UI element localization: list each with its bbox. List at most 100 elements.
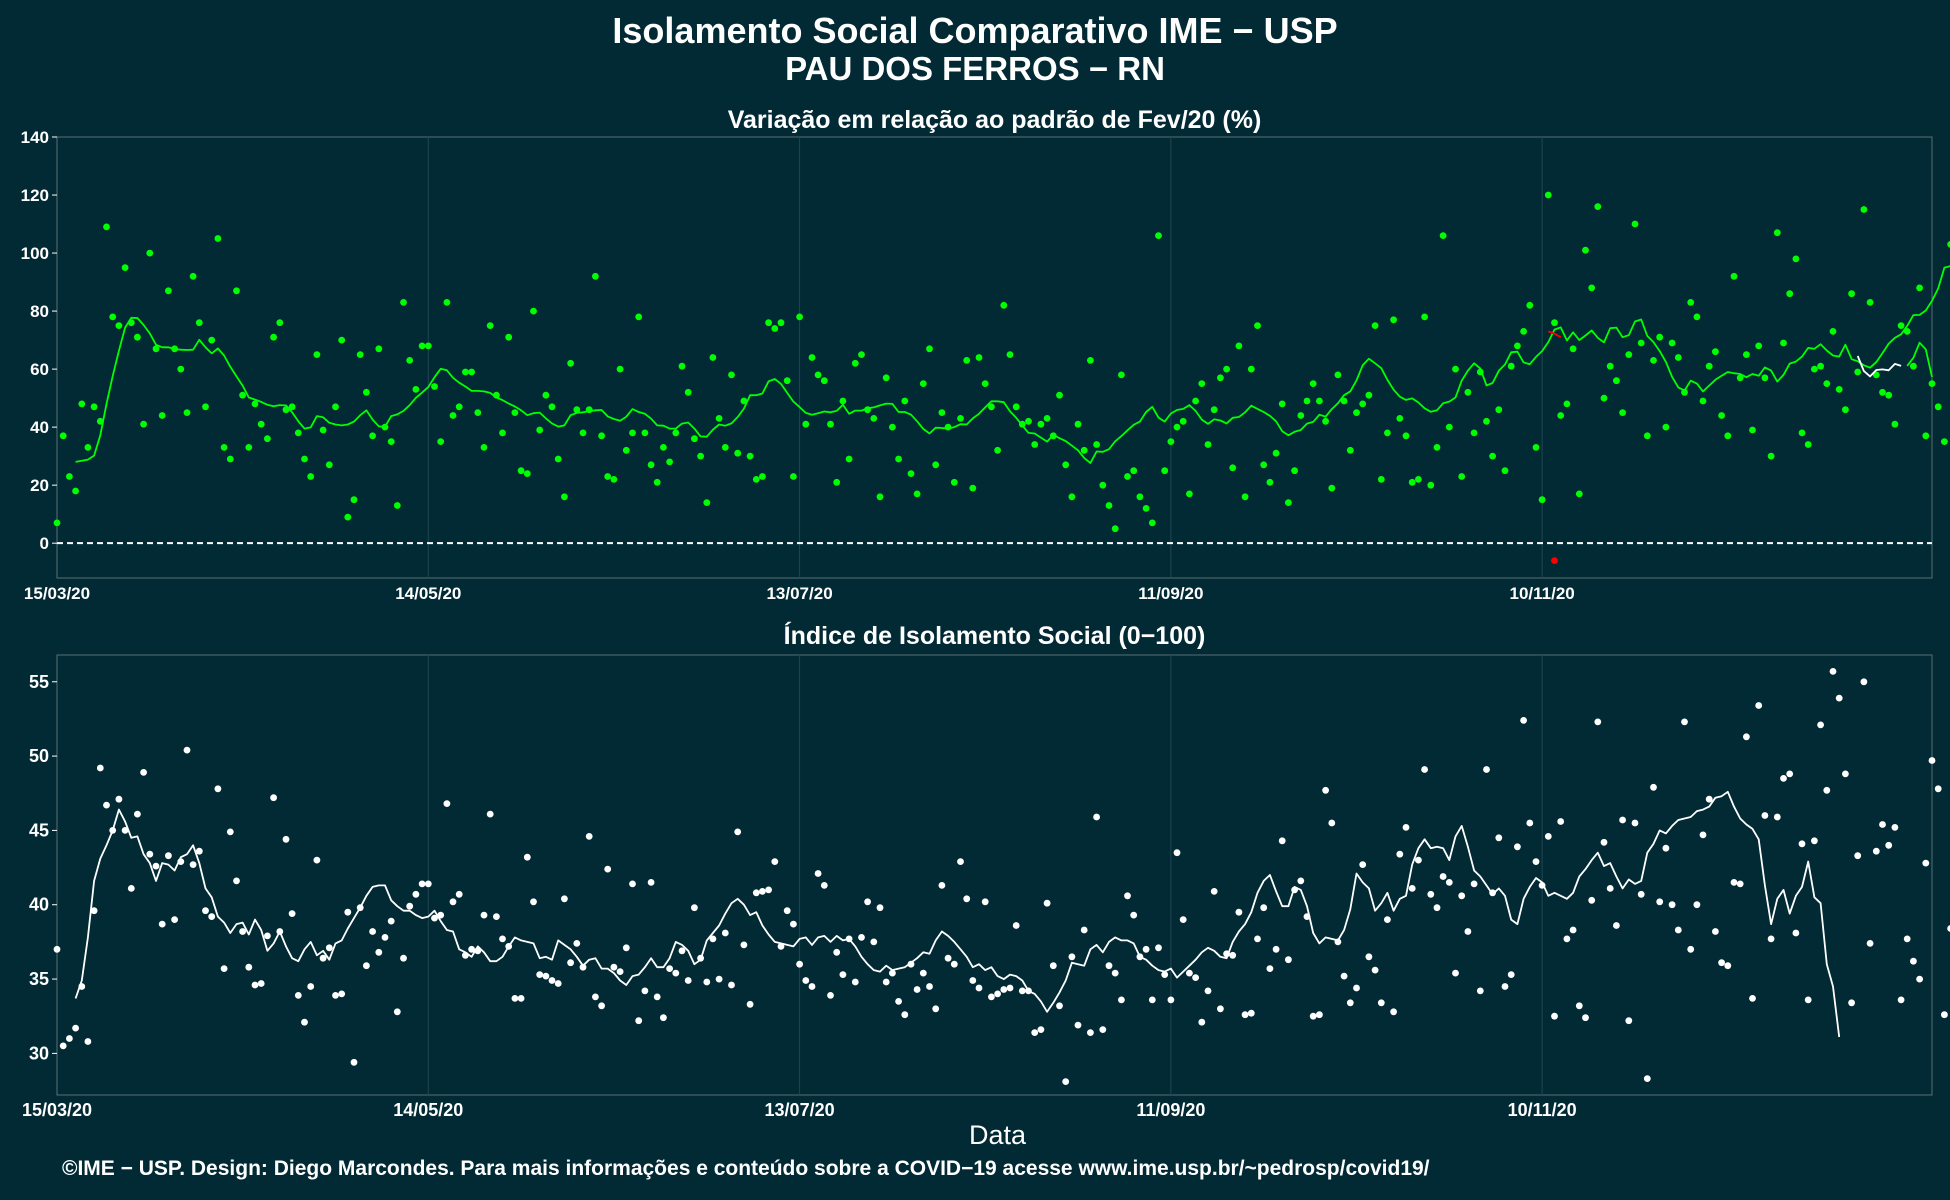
- data-point: [814, 371, 822, 379]
- data-point: [393, 502, 401, 509]
- data-point: [1068, 493, 1076, 501]
- data-point: [981, 898, 989, 906]
- data-point: [1111, 969, 1119, 977]
- data-point: [1755, 342, 1763, 350]
- data-point: [1148, 996, 1156, 1004]
- data-point: [759, 888, 766, 895]
- data-point: [363, 962, 370, 970]
- data-point: [1000, 301, 1008, 309]
- data-point: [969, 977, 977, 984]
- data-point: [1947, 925, 1950, 932]
- y-tick-label: 30: [29, 1043, 49, 1063]
- data-point: [1526, 301, 1534, 309]
- data-point: [1316, 397, 1323, 405]
- data-point: [765, 319, 772, 327]
- data-point: [1049, 962, 1057, 970]
- data-point: [777, 319, 785, 327]
- data-point: [1415, 856, 1422, 864]
- data-point: [721, 929, 729, 937]
- data-point: [1736, 880, 1744, 888]
- data-point: [913, 986, 921, 993]
- data-point: [1328, 484, 1336, 492]
- data-point: [59, 1042, 67, 1050]
- data-point: [1421, 766, 1428, 773]
- data-point: [1464, 388, 1472, 396]
- data-point: [957, 858, 964, 865]
- data-point: [1495, 834, 1503, 842]
- data-point: [165, 287, 172, 295]
- data-point: [1811, 365, 1818, 373]
- data-point: [1433, 904, 1441, 912]
- data-point: [474, 409, 482, 416]
- data-point: [1538, 496, 1546, 504]
- x-tick-label: 13/07/20: [765, 1100, 835, 1120]
- data-point: [1037, 1026, 1045, 1033]
- data-point: [387, 438, 395, 445]
- data-point: [1452, 365, 1459, 373]
- data-point: [1866, 299, 1874, 306]
- data-point: [369, 432, 376, 440]
- data-point: [950, 478, 958, 486]
- data-point: [709, 354, 717, 361]
- data-point: [1872, 847, 1880, 855]
- data-point: [684, 388, 692, 396]
- data-point: [734, 828, 742, 836]
- data-point: [1786, 770, 1794, 778]
- data-point: [1328, 819, 1336, 827]
- data-point: [1835, 386, 1843, 393]
- panel-title: Índice de Isolamento Social (0−100): [784, 621, 1206, 650]
- data-point: [1161, 467, 1169, 475]
- data-point: [827, 420, 834, 428]
- data-point: [759, 473, 766, 480]
- data-point: [715, 975, 723, 983]
- data-point: [202, 907, 209, 915]
- data-point: [833, 478, 841, 486]
- data-point: [195, 847, 203, 855]
- data-point: [1278, 837, 1286, 845]
- data-point: [1272, 945, 1280, 953]
- data-point: [876, 904, 884, 912]
- data-point: [554, 980, 562, 987]
- data-point: [1346, 446, 1354, 454]
- moving-average-line: [1906, 341, 1933, 378]
- data-point: [1018, 987, 1026, 995]
- data-point: [1316, 1011, 1323, 1019]
- data-point: [610, 963, 618, 971]
- data-point: [220, 965, 228, 972]
- data-point: [1062, 1078, 1070, 1085]
- data-point: [1167, 438, 1175, 445]
- data-point: [517, 467, 525, 475]
- data-point: [1743, 351, 1750, 358]
- data-point: [363, 388, 370, 396]
- x-tick-label: 14/05/20: [395, 584, 461, 603]
- data-point: [412, 386, 420, 393]
- y-tick-label: 60: [30, 360, 49, 379]
- data-point: [183, 746, 191, 754]
- data-point: [969, 484, 977, 492]
- data-point: [480, 911, 488, 919]
- data-point: [1922, 859, 1930, 867]
- data-point: [752, 476, 760, 483]
- data-point: [1390, 1008, 1397, 1016]
- data-point: [567, 959, 574, 967]
- data-point: [604, 473, 612, 480]
- data-point: [1551, 1012, 1558, 1020]
- data-point: [1872, 371, 1880, 379]
- data-point: [1563, 935, 1571, 943]
- data-point: [288, 403, 296, 411]
- data-point: [1142, 945, 1150, 953]
- data-point: [239, 391, 247, 399]
- data-point: [721, 444, 729, 451]
- data-point: [1006, 984, 1014, 992]
- data-point: [1687, 299, 1695, 306]
- data-point: [839, 971, 847, 978]
- data-point: [1408, 478, 1416, 486]
- data-point: [728, 371, 735, 379]
- data-point: [220, 444, 228, 451]
- data-point: [406, 357, 414, 364]
- data-point: [616, 968, 624, 975]
- data-point: [424, 342, 432, 350]
- data-point: [1476, 987, 1484, 995]
- data-point: [1353, 984, 1360, 992]
- data-point: [1687, 945, 1695, 953]
